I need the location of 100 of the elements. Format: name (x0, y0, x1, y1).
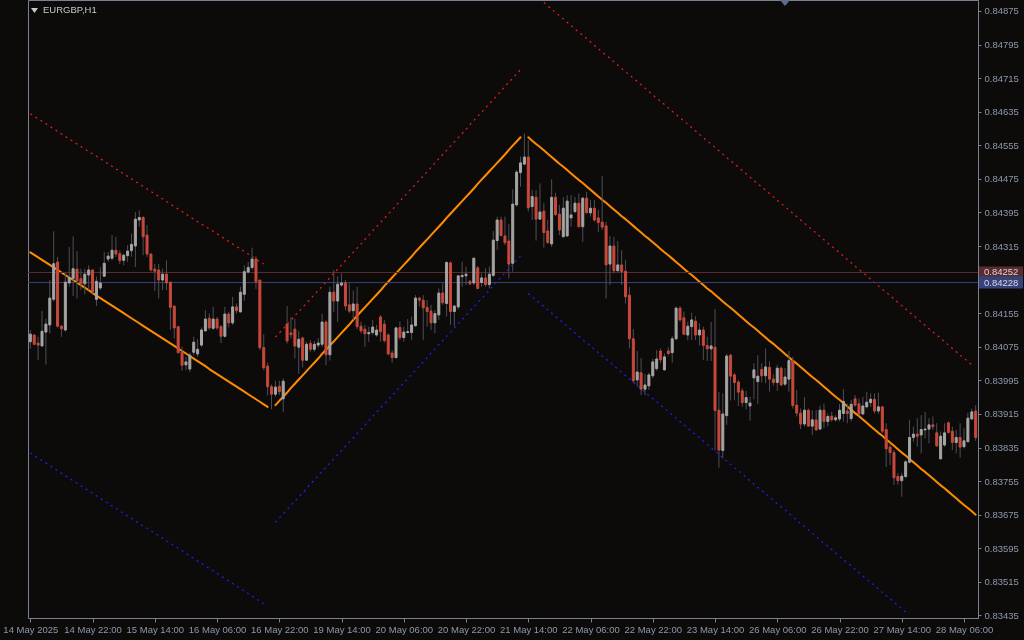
candlestick (701, 326, 705, 361)
y-tick-label: 0.83755 (984, 475, 1019, 487)
y-tick-label: 0.84155 (984, 307, 1019, 319)
x-tick-label: 20 May 06:00 (375, 623, 434, 635)
x-tick-label: 14 May 22:00 (64, 623, 122, 635)
candlestick (141, 215, 145, 256)
x-tick-label: 19 May 14:00 (313, 623, 371, 635)
candlestick (285, 305, 289, 344)
candlestick (697, 322, 701, 347)
candlestick (184, 356, 188, 371)
y-tick-label: 0.84715 (984, 72, 1019, 84)
candlestick (351, 290, 355, 321)
line-series (274, 255, 522, 523)
candlestick (83, 268, 87, 295)
candlestick (919, 414, 923, 454)
candlestick (320, 313, 324, 348)
candlestick (616, 240, 620, 273)
y-tick-label: 0.84475 (984, 173, 1019, 185)
line-series (274, 136, 522, 407)
candlestick (756, 354, 760, 405)
y-tick-label: 0.84315 (984, 240, 1019, 252)
y-tick-label: 0.84795 (984, 39, 1019, 50)
line-series (543, 1, 973, 366)
candlestick (429, 304, 433, 331)
candlestick (71, 235, 75, 297)
y-tick-label: 0.84555 (984, 139, 1019, 151)
candlestick (223, 306, 227, 339)
x-tick-label: 28 May 06:00 (935, 623, 994, 635)
candlestick (966, 412, 970, 444)
candlestick (301, 336, 305, 368)
y-tick-label: 0.84875 (984, 5, 1019, 17)
line-series (527, 136, 977, 516)
candlestick (188, 352, 192, 373)
candlestick (760, 362, 764, 383)
candlestick (845, 402, 849, 424)
candlestick (799, 408, 803, 430)
candlestick (94, 276, 98, 307)
candlestick (873, 392, 877, 415)
candlestick (787, 350, 791, 393)
candlestick (91, 269, 95, 294)
candlestick (161, 268, 165, 291)
candlestick (28, 329, 32, 350)
candlestick (915, 417, 919, 448)
line-series (527, 292, 907, 613)
candlestick (398, 321, 402, 341)
x-tick-label: 16 May 06:00 (188, 623, 247, 635)
x-tick-label: 23 May 14:00 (686, 623, 745, 635)
y-tick-label: 0.83595 (984, 542, 1019, 554)
candlestick (421, 294, 425, 341)
candlestick (729, 353, 733, 402)
y-tick-label: 0.84075 (984, 341, 1019, 353)
candlestick (157, 263, 161, 299)
candlestick (355, 286, 359, 330)
candlestick (802, 396, 806, 428)
chart-title: EURGBP,H1 (43, 3, 97, 15)
line-series (29, 251, 269, 408)
x-tick-label: 20 May 22:00 (437, 623, 496, 635)
x-tick-label: 22 May 06:00 (562, 623, 620, 635)
x-tick-label: 22 May 22:00 (624, 623, 683, 635)
candlestick (596, 209, 600, 233)
line-series (29, 452, 265, 605)
candlestick (441, 282, 445, 306)
candlestick (608, 235, 612, 286)
candlestick (810, 409, 814, 436)
candlestick (767, 360, 771, 393)
candlestick (577, 193, 581, 229)
candlestick (363, 324, 367, 348)
candlestick (643, 373, 647, 396)
candlestick (464, 266, 468, 286)
y-tick-label: 0.83915 (984, 408, 1019, 420)
candlestick (102, 251, 106, 278)
y-tick-label: 0.83435 (984, 609, 1019, 621)
candlestick (935, 422, 939, 448)
candlestick (336, 275, 340, 323)
candlestick (818, 405, 822, 431)
y-tick-label: 0.84635 (984, 106, 1019, 118)
candlestick (686, 321, 690, 341)
ref-line-label: 0.84252 (984, 266, 1019, 278)
candlestick (538, 182, 542, 221)
candlestick (281, 377, 285, 413)
candlestick (110, 234, 114, 261)
y-tick-label: 0.83675 (984, 509, 1019, 521)
candlestick (87, 264, 91, 291)
candlestick (939, 431, 943, 460)
candlestick (764, 347, 768, 384)
candlestick (250, 247, 254, 271)
x-tick-label: 15 May 14:00 (126, 623, 185, 635)
candlestick (192, 336, 196, 356)
x-tick-label: 26 May 06:00 (748, 623, 807, 635)
candlestick (806, 408, 810, 428)
candlestick (931, 415, 935, 431)
candlestick (849, 399, 853, 423)
x-tick-label: 16 May 22:00 (251, 623, 309, 635)
x-tick-label: 27 May 14:00 (873, 623, 932, 635)
candlestick (655, 349, 659, 372)
candlestick (347, 282, 351, 314)
candlestick (876, 392, 880, 415)
candlestick (343, 279, 347, 311)
ref-line-label: 0.84228 (984, 276, 1019, 288)
candlestick (775, 364, 779, 392)
